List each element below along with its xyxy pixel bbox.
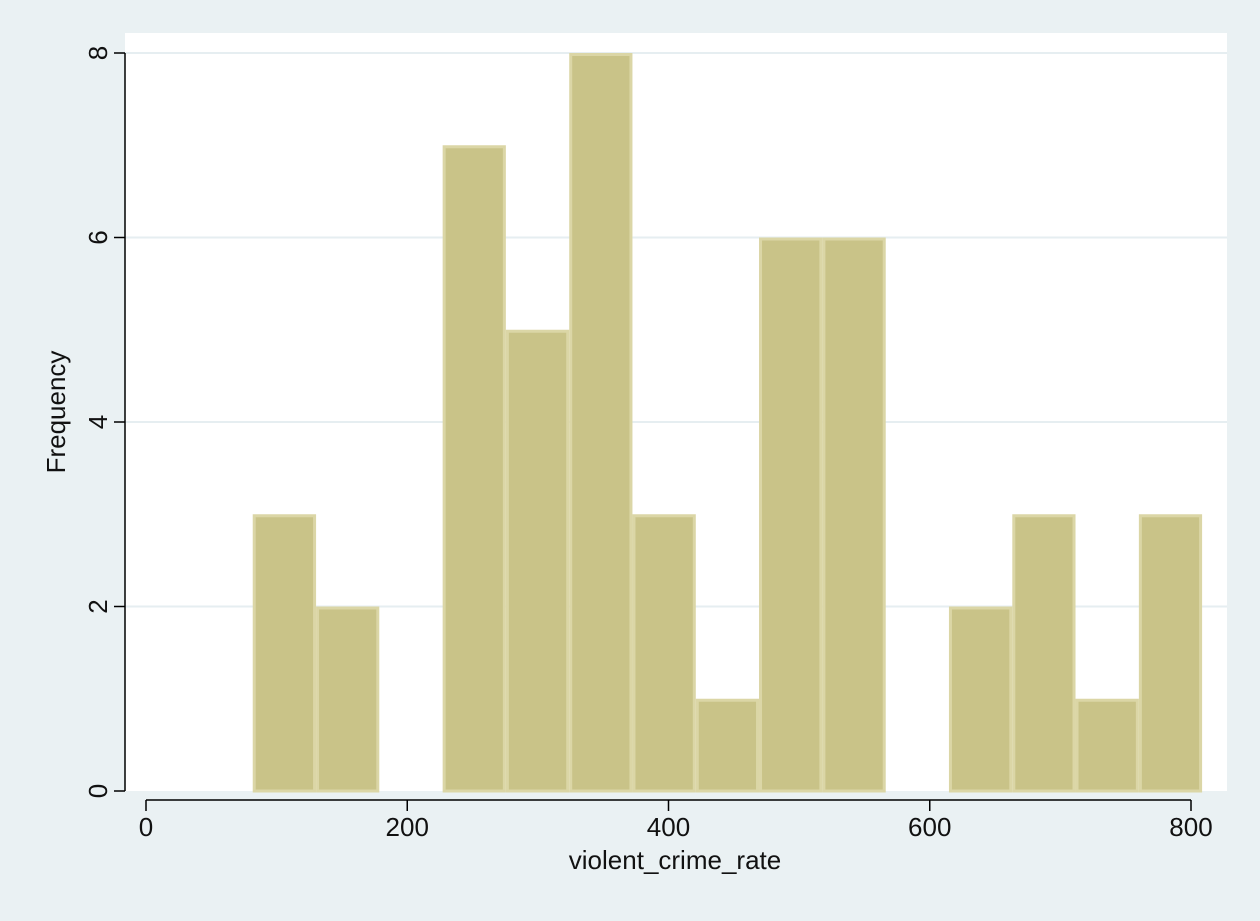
histogram-bar-7: [695, 698, 760, 793]
histogram-bar-13: [1075, 698, 1139, 793]
x-tick-label-3: 600: [908, 812, 951, 842]
y-tick-label-4: 8: [83, 46, 113, 60]
histogram-bars: [252, 53, 1203, 793]
histogram-bar-3: [442, 145, 506, 793]
axes: 0 2 4 6 8 0 200 400 600 800: [83, 46, 1213, 842]
histogram-bar-5: [569, 53, 633, 793]
histogram-bar-1: [316, 606, 380, 793]
histogram-bar-4: [505, 329, 570, 793]
histogram-bar-9: [822, 237, 886, 793]
y-tick-label-1: 2: [83, 599, 113, 613]
y-tick-label-3: 6: [83, 230, 113, 244]
x-tick-label-4: 800: [1169, 812, 1212, 842]
x-tick-label-0: 0: [139, 812, 153, 842]
y-tick-label-0: 0: [83, 784, 113, 798]
histogram-bar-8: [759, 237, 823, 793]
y-tick-label-2: 4: [83, 415, 113, 429]
x-tick-label-1: 200: [386, 812, 429, 842]
histogram-bar-12: [1012, 514, 1076, 793]
histogram-bar-6: [632, 514, 696, 793]
y-axis-label: Frequency: [41, 351, 71, 474]
histogram-bar-14: [1138, 514, 1203, 793]
x-tick-label-2: 400: [647, 812, 690, 842]
x-axis-label: violent_crime_rate: [569, 845, 781, 875]
histogram-bar-11: [948, 606, 1013, 793]
histogram-bar-0: [252, 514, 317, 793]
